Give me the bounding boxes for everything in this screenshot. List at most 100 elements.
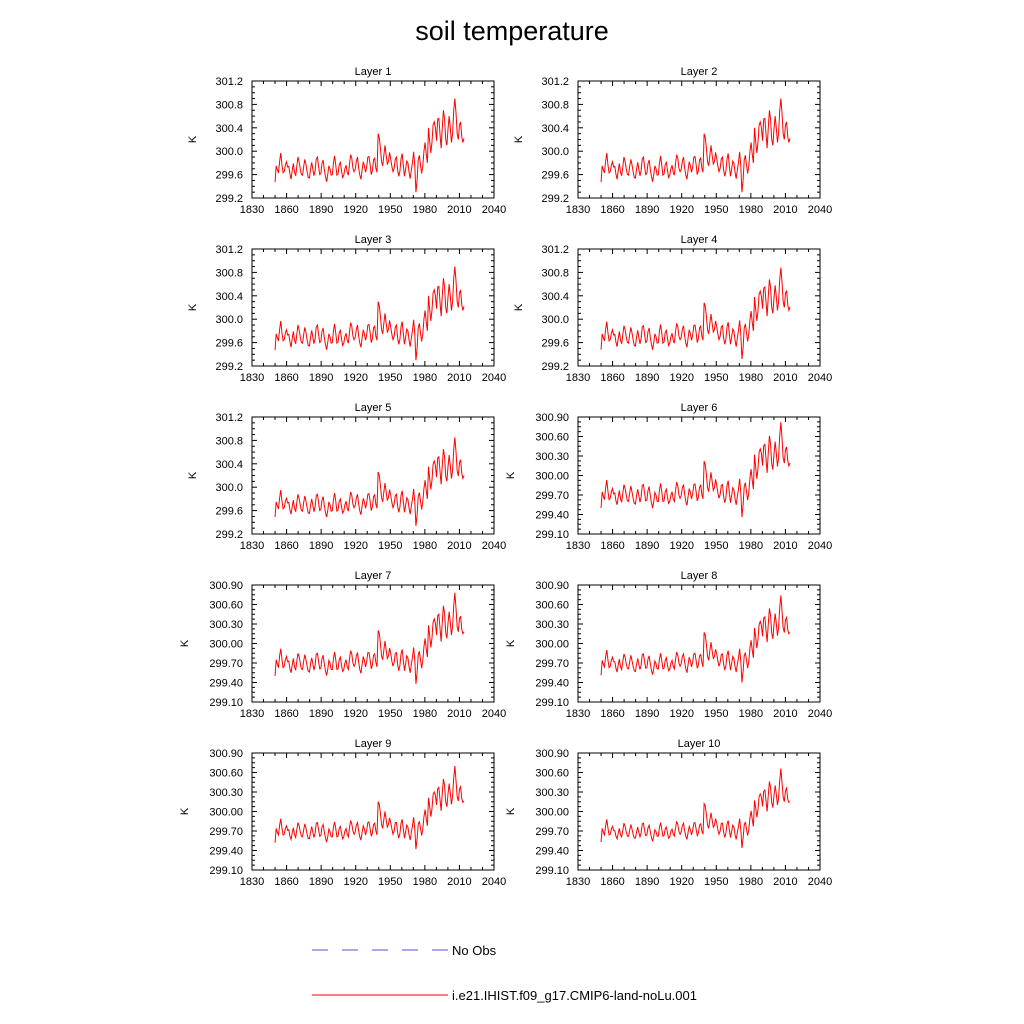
y-tick-label: 301.2 <box>541 244 569 256</box>
y-axis-label: K <box>505 807 517 815</box>
x-tick-label: 1920 <box>669 540 693 552</box>
x-tick-label: 1920 <box>669 708 693 720</box>
x-tick-label: 1830 <box>566 204 590 216</box>
y-tick-label: 299.6 <box>541 338 569 350</box>
y-tick-label: 299.2 <box>215 193 243 205</box>
y-tick-label: 299.10 <box>535 865 569 877</box>
y-tick-label: 300.4 <box>541 291 569 303</box>
y-axis-label: K <box>513 303 525 311</box>
x-tick-label: 2040 <box>808 876 832 888</box>
x-tick-label: 1950 <box>378 876 402 888</box>
x-tick-label: 2040 <box>482 540 506 552</box>
y-axis-label: K <box>513 135 525 143</box>
x-tick-label: 1920 <box>343 876 367 888</box>
x-tick-label: 1950 <box>704 540 728 552</box>
y-tick-label: 300.0 <box>215 482 243 494</box>
x-tick-label: 1860 <box>274 204 298 216</box>
panel-layer-7: Layer 7 1830 1860 1890 1920 1950 1980 2010 2040 2… <box>179 570 506 720</box>
x-tick-label: 2010 <box>447 876 471 888</box>
x-tick-label: 1980 <box>413 708 437 720</box>
y-tick-label: 300.0 <box>215 146 243 158</box>
y-tick-label: 300.30 <box>209 619 243 631</box>
x-tick-label: 1890 <box>309 876 333 888</box>
panel-layer-1: Layer 1 1830 1860 1890 1920 1950 1980 2010 2040 2… <box>187 66 506 216</box>
panel-title: Layer 1 <box>355 66 392 78</box>
x-tick-label: 1920 <box>669 204 693 216</box>
y-tick-label: 300.90 <box>535 412 569 424</box>
panel-title: Layer 3 <box>355 234 392 246</box>
x-tick-label: 1860 <box>600 372 624 384</box>
y-tick-label: 299.10 <box>535 529 569 541</box>
y-tick-label: 300.90 <box>535 748 569 760</box>
x-tick-label: 2040 <box>482 204 506 216</box>
y-tick-label: 299.2 <box>215 361 243 373</box>
x-tick-label: 1920 <box>343 204 367 216</box>
y-tick-label: 300.60 <box>209 600 243 612</box>
x-tick-label: 1890 <box>635 540 659 552</box>
series-line <box>274 765 465 850</box>
x-tick-label: 1860 <box>274 540 298 552</box>
y-tick-label: 300.8 <box>541 99 569 111</box>
x-tick-label: 1950 <box>378 708 402 720</box>
x-tick-label: 1890 <box>309 540 333 552</box>
series-line <box>600 768 791 848</box>
panel-layer-5: Layer 5 1830 1860 1890 1920 1950 1980 2010 2040 2… <box>187 402 506 552</box>
series-line <box>600 595 791 683</box>
figure-title: soil temperature <box>415 16 609 46</box>
y-tick-label: 299.2 <box>541 361 569 373</box>
x-tick-label: 1920 <box>669 876 693 888</box>
x-tick-label: 1830 <box>566 708 590 720</box>
x-tick-label: 1980 <box>413 372 437 384</box>
y-tick-label: 299.40 <box>535 846 569 858</box>
y-tick-label: 299.70 <box>535 658 569 670</box>
y-tick-label: 300.4 <box>215 123 243 135</box>
x-tick-label: 2010 <box>447 372 471 384</box>
x-tick-label: 2040 <box>482 372 506 384</box>
y-axis-label: K <box>187 471 199 479</box>
x-tick-label: 1890 <box>635 708 659 720</box>
y-tick-label: 301.2 <box>215 412 243 424</box>
x-tick-label: 1830 <box>240 372 264 384</box>
x-tick-label: 1980 <box>739 708 763 720</box>
y-tick-label: 300.8 <box>215 99 243 111</box>
y-tick-label: 300.60 <box>209 768 243 780</box>
x-tick-label: 1830 <box>240 204 264 216</box>
y-tick-label: 300.60 <box>535 600 569 612</box>
y-tick-label: 300.8 <box>215 435 243 447</box>
x-tick-label: 2040 <box>808 204 832 216</box>
x-tick-label: 1950 <box>704 876 728 888</box>
x-tick-label: 1860 <box>600 708 624 720</box>
y-tick-label: 299.40 <box>209 678 243 690</box>
series-line <box>274 437 465 526</box>
y-tick-label: 299.10 <box>209 697 243 709</box>
x-tick-label: 1830 <box>566 372 590 384</box>
y-tick-label: 301.2 <box>215 76 243 88</box>
x-tick-label: 1860 <box>600 540 624 552</box>
y-axis-label: K <box>187 135 199 143</box>
y-tick-label: 300.0 <box>215 314 243 326</box>
panel-layer-3: Layer 3 1830 1860 1890 1920 1950 1980 2010 2040 2… <box>187 234 506 384</box>
panel-title: Layer 8 <box>681 570 718 582</box>
y-axis-label: K <box>187 303 199 311</box>
x-tick-label: 2010 <box>773 540 797 552</box>
y-tick-label: 301.2 <box>215 244 243 256</box>
x-tick-label: 2010 <box>773 204 797 216</box>
x-tick-label: 1890 <box>309 708 333 720</box>
y-axis-label: K <box>505 639 517 647</box>
y-tick-label: 299.10 <box>209 865 243 877</box>
series-line <box>274 266 465 361</box>
x-tick-label: 1950 <box>704 372 728 384</box>
y-tick-label: 299.70 <box>209 826 243 838</box>
x-tick-label: 1980 <box>413 540 437 552</box>
legend-model-label: i.e21.IHIST.f09_g17.CMIP6-land-noLu.001 <box>452 988 697 1003</box>
y-tick-label: 300.4 <box>541 123 569 135</box>
x-tick-label: 2040 <box>808 708 832 720</box>
x-tick-label: 1980 <box>739 540 763 552</box>
panel-layer-10: Layer 10 1830 1860 1890 1920 1950 1980 2010 2040… <box>505 738 832 888</box>
y-tick-label: 300.90 <box>209 748 243 760</box>
y-tick-label: 299.6 <box>215 506 243 518</box>
x-tick-label: 1950 <box>378 204 402 216</box>
x-tick-label: 1920 <box>669 372 693 384</box>
x-tick-label: 2040 <box>482 876 506 888</box>
